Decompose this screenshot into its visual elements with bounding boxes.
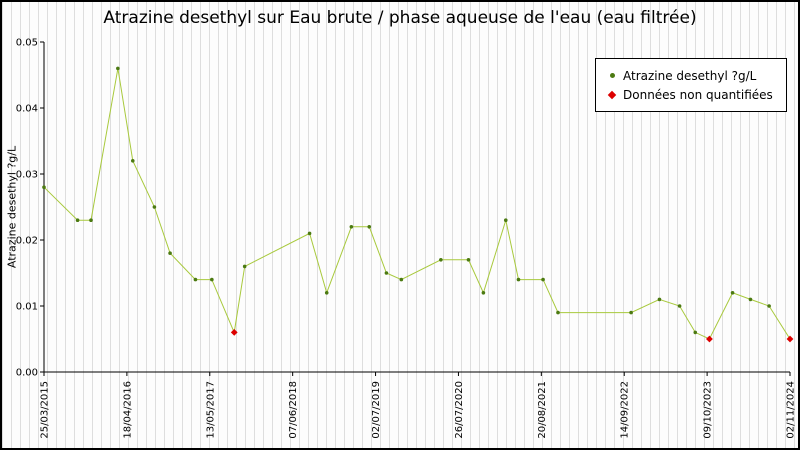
data-point [307, 231, 312, 236]
nonquantified-data-point [706, 335, 713, 343]
data-point [503, 218, 508, 222]
y-axis-label: Atrazine desethyl ?g/L [5, 145, 19, 269]
data-point [349, 225, 354, 229]
data-point [629, 310, 633, 315]
x-tick-label: 02/07/2019 [371, 381, 382, 439]
x-tick-label: 09/10/2023 [703, 381, 714, 439]
data-point [116, 66, 120, 71]
data-point [324, 291, 329, 295]
data-point [481, 291, 486, 295]
data-point [75, 218, 80, 222]
x-tick-label: 20/08/2021 [537, 381, 548, 439]
x-tick-label: 18/04/2016 [122, 381, 133, 439]
x-tick-label: 13/05/2017 [205, 381, 216, 439]
data-point [677, 304, 682, 308]
y-tick-label: 0.03 [16, 170, 38, 181]
y-tick-label: 0.02 [16, 236, 38, 247]
data-point [767, 304, 771, 308]
data-point [657, 297, 662, 302]
data-point [193, 277, 198, 282]
x-tick-label: 02/11/2024 [786, 381, 797, 439]
data-point [42, 185, 46, 189]
data-point [152, 205, 157, 209]
data-point [210, 277, 214, 282]
data-point [748, 297, 753, 302]
legend-item-series: Atrazine desethyl ?g/L [606, 66, 778, 85]
data-point [367, 225, 372, 229]
data-point [242, 264, 247, 269]
data-point [89, 218, 93, 222]
data-point [516, 277, 521, 282]
data-point [168, 251, 172, 255]
nonquantified-data-point [786, 335, 794, 343]
y-tick-label: 0.04 [16, 104, 38, 115]
legend-series-label: Atrazine desethyl ?g/L [623, 68, 757, 83]
y-tick-label: 0.00 [16, 368, 38, 379]
data-point [466, 258, 471, 262]
legend-item-nonquantified: Données non quantifiées [606, 85, 778, 104]
legend: Atrazine desethyl ?g/L Données non quant… [595, 58, 787, 112]
legend-nonquantified-label: Données non quantifiées [623, 87, 773, 102]
data-point [693, 330, 698, 335]
data-point [541, 277, 545, 282]
chart-title: Atrazine desethyl sur Eau brute / phase … [103, 8, 697, 28]
x-tick-label: 14/09/2022 [620, 381, 631, 439]
y-tick-label: 0.01 [16, 302, 38, 313]
data-point [384, 271, 389, 275]
data-point [399, 277, 404, 282]
data-point [130, 159, 135, 163]
data-point [439, 258, 443, 262]
nonquantified-diamond-marker-icon [607, 90, 617, 99]
data-point [730, 291, 735, 295]
x-tick-label: 25/03/2015 [40, 381, 51, 439]
data-point [556, 310, 560, 315]
nonquantified-data-point [230, 329, 238, 336]
x-tick-label: 07/06/2018 [288, 381, 299, 439]
series-dot-marker-icon [610, 73, 615, 78]
x-tick-label: 26/07/2020 [454, 381, 465, 439]
y-tick-label: 0.05 [16, 38, 38, 49]
